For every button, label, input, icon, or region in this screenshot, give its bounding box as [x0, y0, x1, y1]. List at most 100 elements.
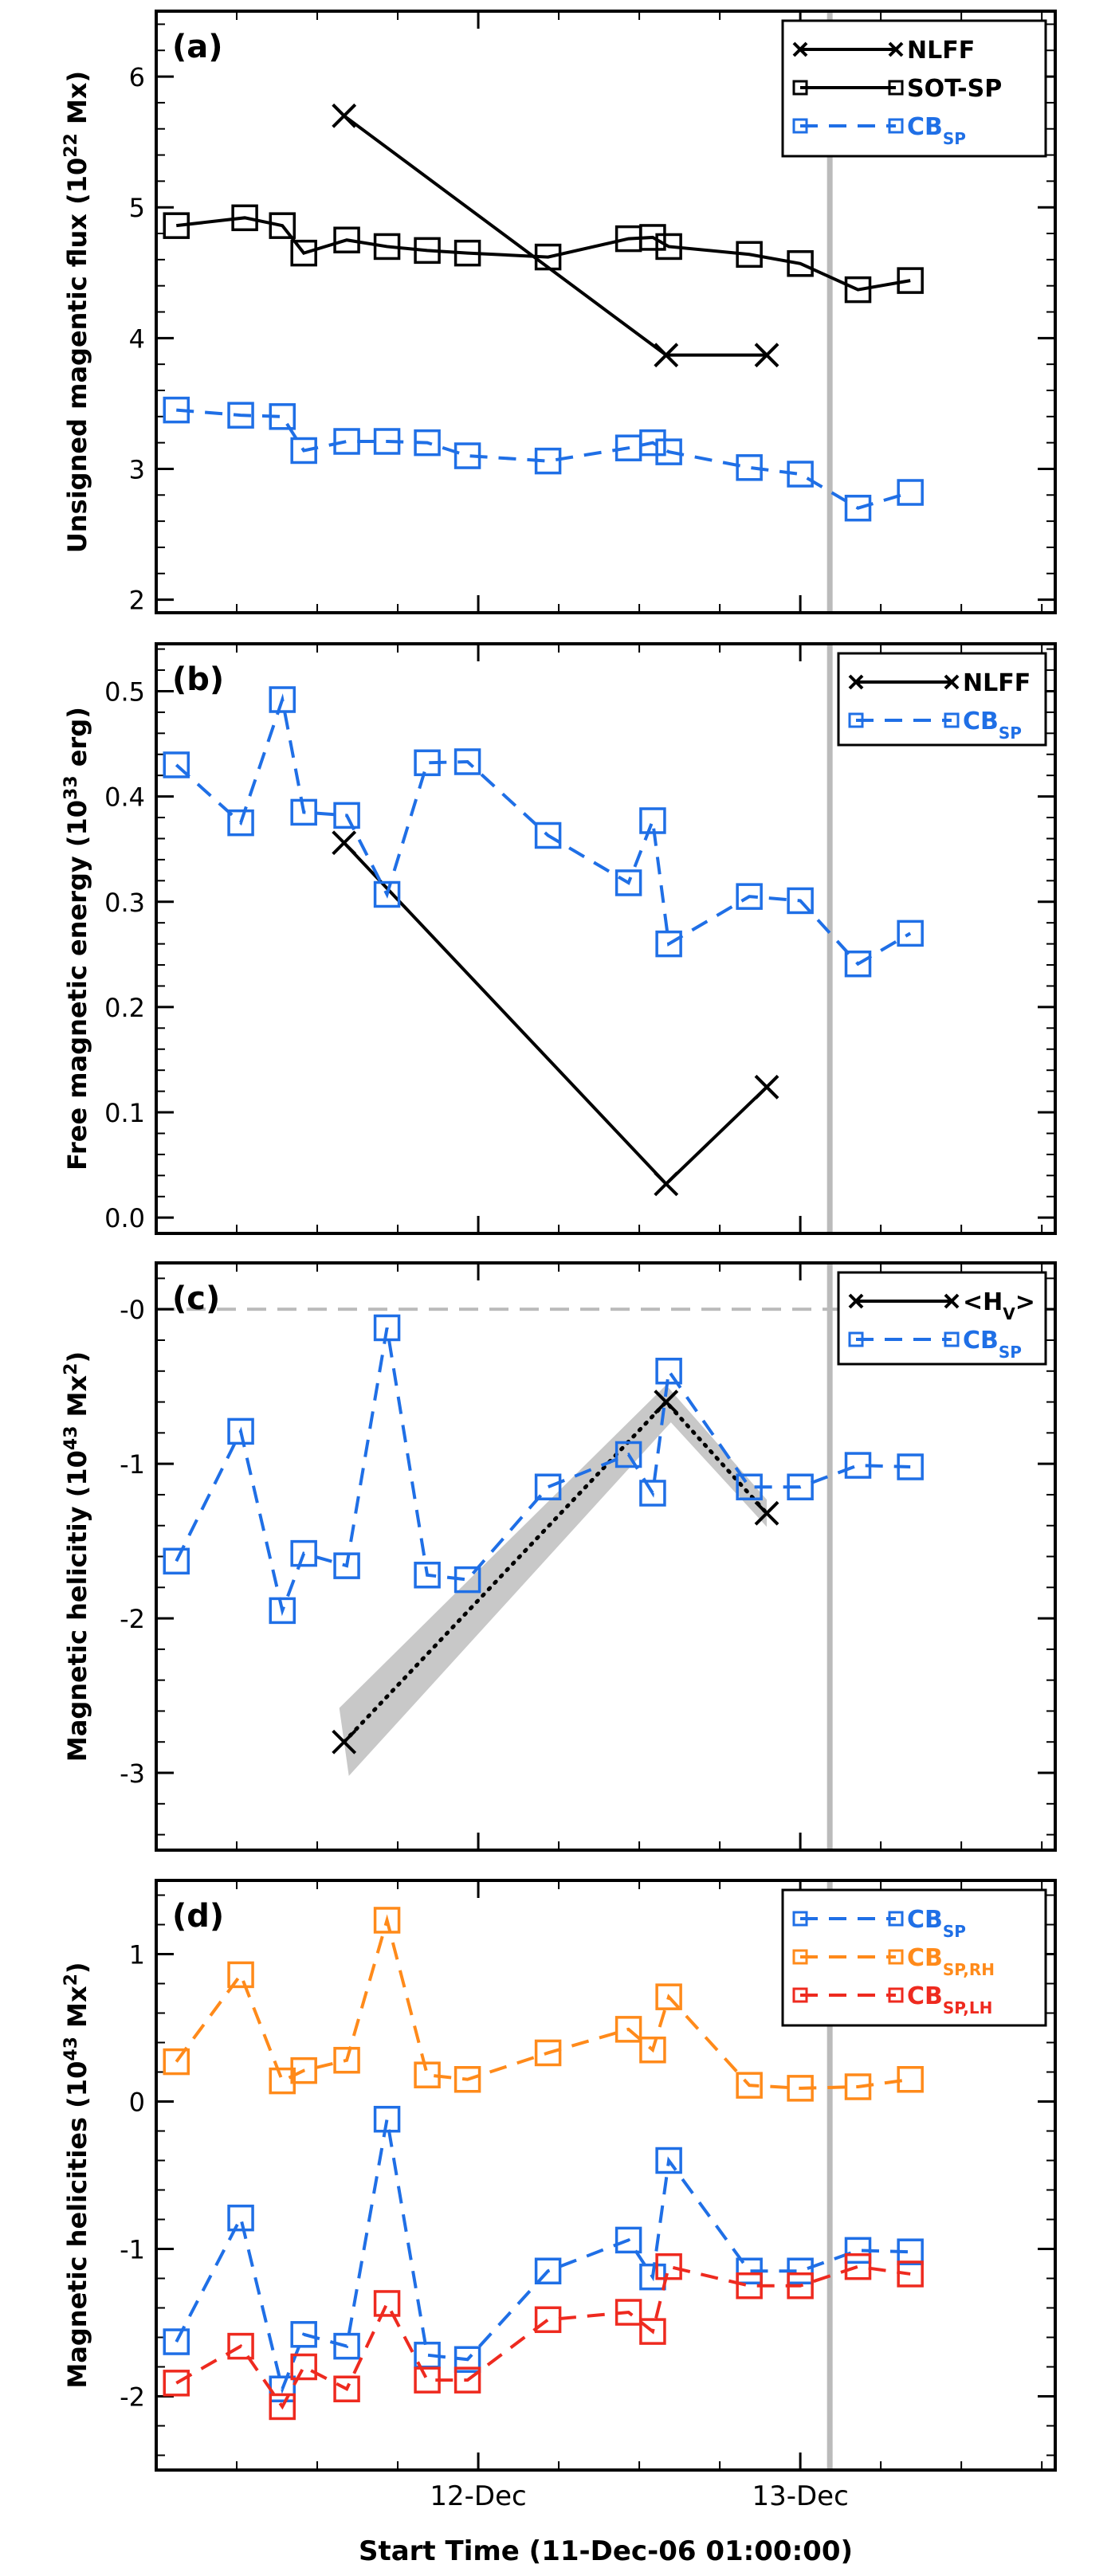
panel-a-flux: 2 3 4 5 6 Unsigned magentic flux (1022 Mx) (a)…: [61, 10, 1057, 616]
data-point: [897, 2238, 924, 2265]
data-point: [414, 2366, 441, 2394]
x-axis-title: Start Time (11-Dec-06 01:00:00): [359, 2535, 853, 2567]
y-tick-label: -0: [120, 1295, 145, 1325]
legend-label: SOT-SP: [907, 75, 1002, 103]
data-point: [614, 869, 642, 896]
legend-box: [837, 1271, 1047, 1366]
plot-frame: [155, 642, 1057, 1235]
data-point: [414, 2061, 441, 2088]
data-point: [333, 2375, 360, 2402]
data-point: [655, 438, 682, 465]
legend-label: CBSP: [963, 708, 1022, 743]
data-point: [333, 2046, 360, 2074]
data-point: [844, 950, 872, 978]
data-point: [333, 2332, 360, 2360]
data-point: [163, 1547, 190, 1575]
y-tick-label: 0.2: [104, 993, 145, 1023]
data-point: [269, 403, 296, 430]
y-tick-label: 0.3: [104, 888, 145, 918]
data-point: [373, 2290, 401, 2317]
series-cb-sp: [163, 396, 924, 522]
data-point: [227, 2332, 254, 2360]
legend-marker: [888, 41, 904, 57]
data-point: [534, 2306, 562, 2334]
y-tick-label: 0.0: [104, 1203, 145, 1233]
series-cb-sp: [163, 686, 924, 978]
legend-marker: [792, 1987, 808, 2003]
data-point: [655, 2253, 682, 2280]
y-tick-label: 0: [129, 2088, 145, 2118]
data-point: [614, 2226, 642, 2254]
series-cb-sp-rh: [163, 1907, 924, 2102]
data-point: [290, 2056, 317, 2084]
data-point: [534, 2257, 562, 2284]
legend-marker: [944, 1293, 960, 1309]
data-point: [754, 343, 779, 368]
data-point: [333, 226, 360, 253]
data-point: [453, 1566, 481, 1594]
data-point: [655, 930, 682, 958]
legend-marker: [888, 80, 904, 96]
data-point: [414, 749, 441, 777]
y-axis-title: Unsigned magentic flux (1022 Mx): [61, 71, 93, 553]
data-point: [290, 2321, 317, 2348]
legend-label: NLFF: [963, 669, 1031, 697]
data-point: [654, 343, 679, 368]
data-point: [290, 2353, 317, 2381]
data-point: [787, 2272, 814, 2300]
legend-box: [781, 1888, 1047, 2027]
data-point: [754, 1074, 779, 1100]
data-point: [844, 2253, 872, 2280]
data-point: [534, 1473, 562, 1500]
data-point: [614, 1441, 642, 1468]
data-point: [373, 1314, 401, 1342]
data-point: [736, 2272, 763, 2300]
data-point: [655, 233, 682, 261]
data-point: [290, 437, 317, 465]
data-point: [453, 748, 481, 775]
legend: <HV> CBSP: [837, 1271, 1047, 1366]
legend-marker: [888, 1949, 904, 1965]
legend-marker: [944, 674, 960, 690]
y-axis-title: Magnetic helicitiy (1043 Mx2): [61, 1351, 93, 1762]
legend-marker: [792, 1949, 808, 1965]
data-point: [269, 1597, 296, 1625]
data-point: [639, 1480, 666, 1507]
data-point: [655, 1358, 682, 1385]
legend-label: CBSP: [963, 1327, 1022, 1362]
data-point: [655, 2147, 682, 2174]
y-tick-label: 6: [129, 62, 145, 92]
data-point: [534, 821, 562, 849]
data-point: [163, 2370, 190, 2397]
legend-marker: [888, 118, 904, 134]
data-point: [897, 479, 924, 506]
panel-label: (b): [172, 661, 224, 698]
data-point: [654, 1171, 679, 1197]
data-point: [414, 237, 441, 265]
data-point: [453, 239, 481, 267]
helicity-fit-line: [342, 1398, 769, 1744]
data-point: [269, 2067, 296, 2095]
series-sot-sp: [163, 204, 924, 304]
panel-d-helicities: -2 -1 0 1 12-Dec 13-Dec Magnetic helicities (1…: [61, 1879, 1057, 2512]
series-line: [176, 216, 911, 292]
y-tick-label: 2: [129, 586, 145, 616]
panel-label: (a): [172, 29, 223, 65]
data-point: [736, 1473, 763, 1500]
data-point: [453, 2346, 481, 2373]
y-axis-title: Free magnetic energy (1033 erg): [61, 707, 93, 1170]
data-point: [373, 428, 401, 455]
data-point: [227, 809, 254, 837]
data-point: [897, 2260, 924, 2288]
legend-marker: [848, 1293, 864, 1309]
legend-label: CBSP,LH: [907, 1982, 992, 2017]
data-point: [639, 807, 666, 834]
data-point: [163, 2328, 190, 2355]
panel-b-free-energy: 0.0 0.1 0.2 0.3 0.4 0.5 Free magnetic energy (…: [61, 642, 1057, 1235]
data-point: [332, 103, 357, 128]
data-point: [844, 2073, 872, 2100]
plot-frame: [155, 1879, 1057, 2472]
data-point: [333, 428, 360, 455]
data-point: [163, 212, 190, 239]
